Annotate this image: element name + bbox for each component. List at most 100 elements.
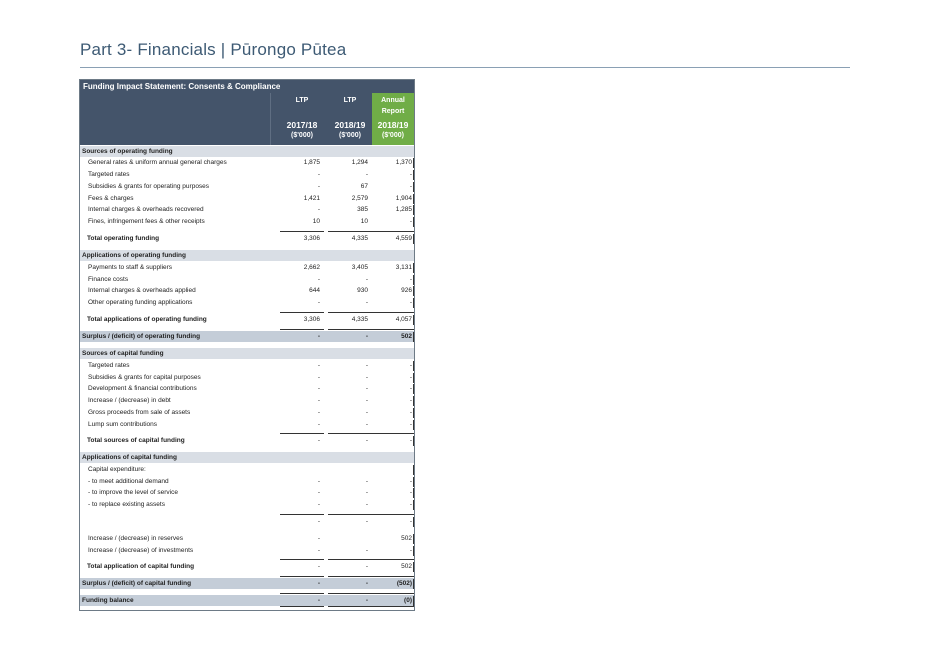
row-label: Targeted rates bbox=[88, 362, 130, 369]
cell-value: - bbox=[365, 333, 368, 340]
section-band bbox=[80, 452, 414, 463]
total-row-label: Surplus / (deficit) of capital funding bbox=[82, 580, 192, 587]
row-right-border bbox=[413, 420, 414, 430]
cell-value: - bbox=[409, 171, 412, 178]
summary-band bbox=[80, 595, 414, 606]
cell-value: - bbox=[365, 597, 368, 604]
cell-value: 10 bbox=[312, 218, 320, 225]
cell-value: - bbox=[365, 397, 368, 404]
cell-value: (502) bbox=[396, 580, 412, 587]
row-right-border bbox=[413, 500, 414, 510]
cell-value: 67 bbox=[360, 183, 368, 190]
cell-value: 3,306 bbox=[303, 316, 320, 323]
total-rule bbox=[280, 231, 324, 232]
cell-value: - bbox=[317, 409, 320, 416]
cell-value: - bbox=[365, 409, 368, 416]
cell-value: - bbox=[409, 276, 412, 283]
row-right-border bbox=[413, 534, 414, 544]
cell-value: 4,559 bbox=[395, 235, 412, 242]
row-label: - to replace existing assets bbox=[88, 501, 165, 508]
section-header: Sources of operating funding bbox=[82, 148, 173, 155]
cell-value: - bbox=[317, 206, 320, 213]
cell-value: - bbox=[365, 489, 368, 496]
total-row-label: Surplus / (deficit) of operating funding bbox=[82, 333, 201, 340]
cell-value: 644 bbox=[309, 287, 320, 294]
cell-value: 1,294 bbox=[351, 159, 368, 166]
total-rule bbox=[328, 514, 372, 515]
row-right-border bbox=[413, 361, 414, 371]
cell-value: - bbox=[365, 299, 368, 306]
cell-value: - bbox=[409, 218, 412, 225]
cell-value: - bbox=[317, 276, 320, 283]
cell-value: 502 bbox=[401, 535, 412, 542]
cell-value: - bbox=[317, 374, 320, 381]
cell-value: - bbox=[409, 362, 412, 369]
section-band bbox=[80, 348, 414, 359]
row-right-border bbox=[413, 286, 414, 296]
total-row-label: Total application of capital funding bbox=[87, 563, 195, 570]
row-right-border bbox=[413, 182, 414, 192]
row-right-border bbox=[413, 408, 414, 418]
row-label: Subsidies & grants for capital purposes bbox=[88, 374, 201, 381]
cell-value: 2,662 bbox=[303, 264, 320, 271]
row-right-border bbox=[413, 170, 414, 180]
cell-value: 930 bbox=[357, 287, 368, 294]
column-header-ltp-2018-19: LTP 2018/19 ($'000) bbox=[334, 97, 366, 139]
cell-value: - bbox=[317, 362, 320, 369]
total-rule bbox=[280, 576, 324, 577]
cell-value: 502 bbox=[401, 333, 412, 340]
cell-value: 1,370 bbox=[395, 159, 412, 166]
cell-value: - bbox=[365, 171, 368, 178]
cell-value: - bbox=[317, 385, 320, 392]
cell-value: - bbox=[317, 333, 320, 340]
row-right-border bbox=[413, 546, 414, 556]
cell-value: - bbox=[409, 374, 412, 381]
total-rule bbox=[328, 559, 372, 560]
total-rule bbox=[328, 433, 372, 434]
column-header-annual-report-2018-19: Annual Report 2018/19 ($'000) bbox=[372, 93, 414, 145]
cell-value: - bbox=[317, 183, 320, 190]
row-right-border bbox=[413, 205, 414, 215]
cell-value: 1,875 bbox=[303, 159, 320, 166]
row-right-border bbox=[413, 275, 414, 285]
final-rule bbox=[372, 606, 414, 607]
cell-value: - bbox=[409, 385, 412, 392]
row-label: General rates & uniform annual general c… bbox=[88, 159, 227, 166]
funding-impact-statement-table: Funding Impact Statement: Consents & Com… bbox=[79, 79, 415, 611]
row-label: Internal charges & overheads applied bbox=[88, 287, 196, 294]
total-rule bbox=[280, 433, 324, 434]
row-right-border bbox=[413, 217, 414, 227]
column-header-ltp-2017-18: LTP 2017/18 ($'000) bbox=[286, 97, 318, 139]
total-rule bbox=[328, 231, 372, 232]
row-label: Development & financial contributions bbox=[88, 385, 197, 392]
cell-value: - bbox=[409, 183, 412, 190]
summary-band bbox=[80, 578, 414, 589]
cell-value: - bbox=[365, 547, 368, 554]
cell-value: - bbox=[317, 518, 320, 525]
row-right-border bbox=[413, 158, 414, 168]
total-rule bbox=[328, 593, 372, 594]
cell-value: 1,285 bbox=[395, 206, 412, 213]
cell-value: - bbox=[317, 299, 320, 306]
cell-value: - bbox=[409, 478, 412, 485]
cell-value: 4,057 bbox=[395, 316, 412, 323]
cell-value: - bbox=[317, 597, 320, 604]
total-row-label: Funding balance bbox=[82, 597, 134, 604]
cell-value: - bbox=[317, 489, 320, 496]
total-rule bbox=[372, 559, 414, 560]
final-rule bbox=[280, 606, 324, 607]
cell-value: 926 bbox=[401, 287, 412, 294]
cell-value: - bbox=[317, 580, 320, 587]
total-rule bbox=[372, 593, 414, 594]
row-label: Fees & charges bbox=[88, 195, 134, 202]
row-label: Internal charges & overheads recovered bbox=[88, 206, 204, 213]
total-rule bbox=[328, 312, 372, 313]
row-right-border bbox=[413, 373, 414, 383]
row-label: - to meet additional demand bbox=[88, 478, 169, 485]
cell-value: - bbox=[409, 299, 412, 306]
cell-value: - bbox=[317, 171, 320, 178]
cell-value: (0) bbox=[404, 597, 412, 604]
total-rule bbox=[372, 312, 414, 313]
cell-value: 385 bbox=[357, 206, 368, 213]
cell-value: - bbox=[365, 385, 368, 392]
